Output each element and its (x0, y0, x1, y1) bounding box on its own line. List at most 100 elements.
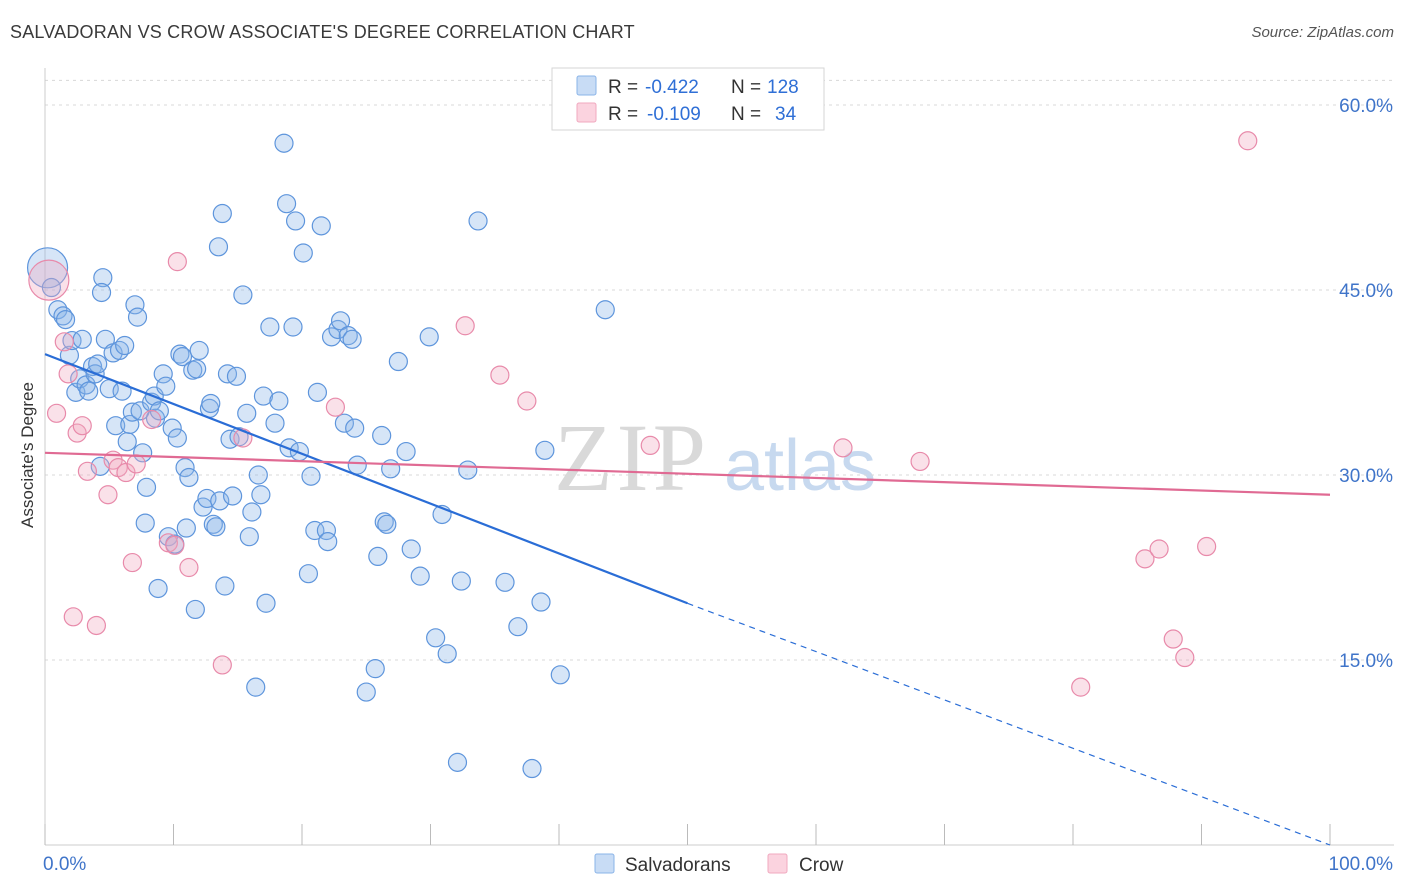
salvadoran-point (342, 329, 362, 349)
crow-point (910, 451, 930, 472)
salvadoran-point (106, 416, 126, 436)
salvadoran-point (179, 467, 199, 488)
crow-point (1175, 647, 1195, 668)
salvadoran-point (276, 194, 297, 214)
x-tick-label-max: 100.0% (1329, 854, 1394, 875)
crow-point (54, 332, 74, 352)
crow-point (1238, 131, 1258, 151)
watermark-atlas: atlas (724, 426, 876, 506)
crow-point (58, 364, 78, 384)
salvadoran-point (48, 300, 68, 320)
salvadoran-point (239, 527, 259, 547)
salvadoran-point (550, 665, 570, 685)
salvadorans-trend-extension (687, 602, 1331, 846)
salvadoran-point (135, 513, 155, 533)
salvadoran-point (522, 758, 542, 779)
salvadoran-point (293, 243, 313, 263)
salvadoran-point (356, 682, 376, 702)
crow-point (179, 557, 199, 578)
salvadoran-point (93, 268, 113, 288)
legend-salvadorans-swatch (594, 853, 615, 874)
salvadoran-point (201, 393, 221, 414)
salvadoran-point (117, 432, 137, 452)
salvadorans-points (26, 133, 615, 779)
salvadoran-point (388, 351, 408, 372)
stats-n-value-2: 34 (775, 104, 797, 125)
salvadoran-point (298, 564, 319, 584)
salvadoran-point (237, 403, 257, 423)
salvadoran-point (156, 376, 176, 396)
salvadoran-point (508, 617, 528, 637)
crow-point (28, 259, 70, 301)
salvadoran-point (203, 514, 223, 534)
salvadoran-point (531, 592, 551, 612)
salvadoran-point (368, 546, 388, 567)
salvadoran-point (91, 282, 112, 303)
stats-n-value-1: 128 (767, 77, 799, 98)
salvadoran-point (374, 512, 394, 532)
stats-r-value-2: -0.109 (647, 104, 701, 125)
salvadoran-point (251, 485, 271, 505)
salvadoran-point (365, 659, 385, 679)
crow-point (126, 454, 146, 474)
y-tick-label: 15.0% (1339, 651, 1393, 672)
salvadoran-point (72, 329, 92, 349)
salvadoran-point (535, 440, 555, 460)
stats-r-label-1: R = (608, 77, 638, 98)
salvadoran-point (260, 317, 280, 337)
salvadoran-point (115, 335, 135, 356)
salvadoran-point (401, 539, 421, 559)
crow-point (1135, 549, 1155, 569)
y-tick-label: 30.0% (1339, 466, 1393, 487)
crow-trend-line (44, 451, 1331, 496)
crow-point (212, 655, 232, 675)
salvadoran-point (468, 211, 488, 231)
crow-point (455, 316, 475, 336)
crow-point (490, 365, 510, 385)
crow-point (517, 391, 537, 411)
salvadoran-point (212, 203, 232, 224)
crow-point (72, 416, 92, 436)
salvadoran-point (88, 354, 108, 374)
crow-point (63, 607, 83, 627)
salvadoran-point (153, 364, 173, 384)
salvadoran-point (437, 644, 457, 664)
salvadoran-point (242, 502, 262, 522)
salvadoran-point (170, 344, 190, 364)
trend-lines (44, 353, 1331, 846)
crow-point (1149, 539, 1169, 559)
watermark-zip: ZIP (554, 404, 710, 511)
stats-n-label-2: N = (731, 104, 761, 125)
crow-point (1071, 677, 1091, 697)
salvadoran-point (419, 327, 439, 347)
salvadoran-point (345, 418, 365, 438)
crow-point (77, 461, 98, 481)
salvadoran-point (175, 458, 195, 478)
salvadoran-point (426, 628, 446, 648)
tick-labels: 15.0% 30.0% 45.0% 60.0% 0.0% 100.0% (43, 96, 1393, 875)
salvadoran-point (330, 311, 351, 331)
salvadoran-point (26, 247, 69, 289)
crow-point (833, 438, 853, 458)
salvadoran-point (248, 465, 268, 485)
y-tick-label: 60.0% (1339, 96, 1393, 117)
y-tick-label: 45.0% (1339, 281, 1393, 302)
crow-point (86, 615, 107, 636)
salvadoran-point (256, 593, 276, 613)
salvadoran-point (167, 428, 187, 448)
series-legend: Salvadorans Crow (594, 853, 844, 876)
salvadoran-point (338, 326, 358, 346)
salvadoran-point (41, 277, 62, 298)
stats-r-value-1: -0.422 (645, 77, 699, 98)
chart-title: SALVADORAN VS CROW ASSOCIATE'S DEGREE CO… (10, 22, 635, 42)
source-label: Source: ZipAtlas.com (1251, 24, 1394, 41)
salvadoran-point (122, 402, 142, 422)
salvadoran-point (307, 382, 328, 402)
crow-point (1197, 536, 1217, 557)
salvadoran-point (381, 459, 401, 479)
salvadoran-point (289, 441, 310, 462)
salvadoran-point (206, 517, 226, 537)
salvadoran-point (334, 413, 355, 433)
salvadoran-point (210, 491, 230, 511)
salvadoran-point (187, 359, 207, 379)
